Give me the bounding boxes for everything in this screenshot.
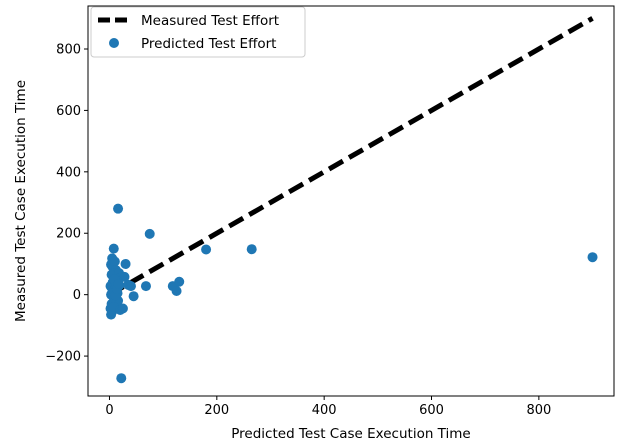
y-tick-label: 400 — [56, 165, 81, 180]
x-tick-label: 400 — [312, 403, 337, 418]
predicted-effort-point — [116, 373, 127, 384]
legend-box — [90, 6, 306, 58]
predicted-effort-point — [140, 281, 151, 292]
x-tick-label: 800 — [526, 403, 551, 418]
plot-frame — [87, 5, 615, 397]
y-axis: −200 0 200 400 600 800 — [45, 42, 88, 365]
y-tick-label: 200 — [56, 227, 81, 242]
x-axis: 0 200 400 600 800 — [105, 396, 551, 418]
predicted-effort-point — [125, 281, 136, 292]
y-tick-label: 800 — [56, 42, 81, 57]
predicted-effort-point — [117, 303, 128, 314]
x-tick-label: 0 — [105, 403, 113, 418]
predicted-effort-point — [113, 203, 124, 214]
legend: Measured Test Effort Predicted Test Effo… — [90, 6, 306, 58]
legend-label-predicted: Predicted Test Effort — [141, 36, 276, 52]
predicted-effort-point — [108, 243, 119, 254]
y-tick-label: −200 — [45, 350, 81, 365]
x-tick-label: 600 — [419, 403, 444, 418]
predicted-effort-point — [144, 228, 155, 239]
plot-marks — [105, 16, 598, 384]
legend-marker-swatch — [109, 38, 119, 48]
measured-effort-line — [108, 16, 594, 297]
predicted-effort-point — [113, 278, 124, 289]
predicted-effort-point — [128, 291, 139, 302]
predicted-effort-point — [201, 244, 212, 255]
x-axis-label: Predicted Test Case Execution Time — [231, 426, 470, 442]
predicted-effort-point — [246, 244, 257, 255]
y-axis-label: Measured Test Case Execution Time — [13, 80, 29, 322]
predicted-effort-point — [106, 309, 117, 320]
x-tick-label: 200 — [204, 403, 229, 418]
legend-label-measured: Measured Test Effort — [141, 13, 279, 29]
predicted-effort-point — [120, 258, 131, 269]
predicted-effort-point — [171, 285, 182, 296]
y-tick-label: 0 — [73, 288, 81, 303]
predicted-effort-point — [119, 271, 130, 282]
predicted-effort-point — [174, 276, 185, 287]
predicted-effort-point — [587, 252, 598, 263]
predicted-effort-point — [109, 256, 120, 267]
y-tick-label: 600 — [56, 104, 81, 119]
